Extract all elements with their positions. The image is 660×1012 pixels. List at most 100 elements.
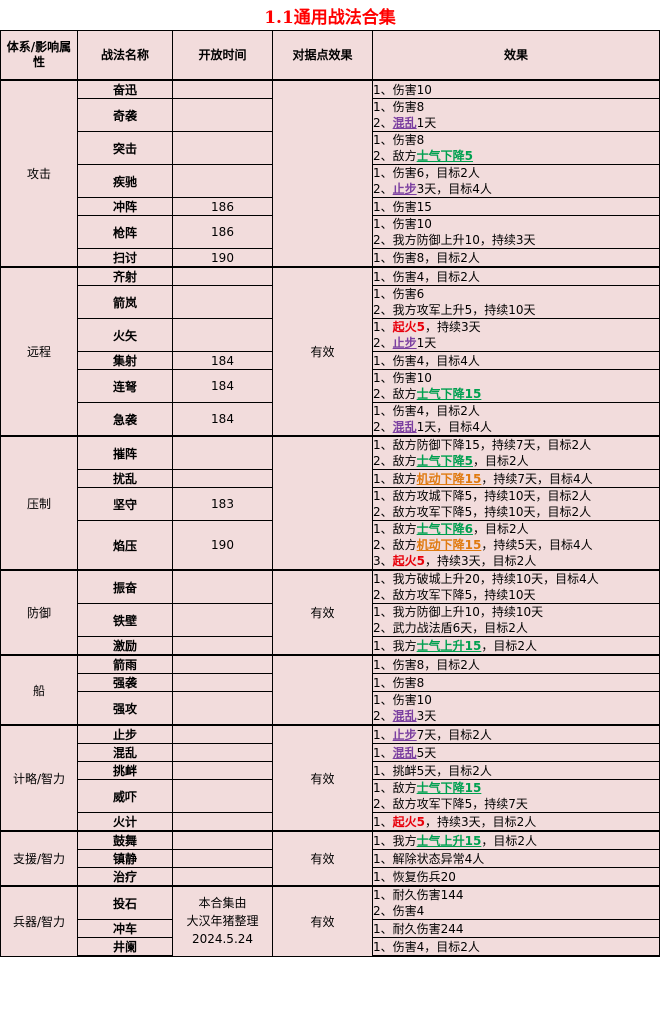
cell-open-time: [172, 867, 273, 887]
effect-line: 2、我方防御上升10，持续3天: [373, 233, 536, 247]
cell-system-7: 兵器/智力: [0, 885, 78, 957]
effect-line: 1、混乱5天: [373, 745, 437, 760]
effect-line: 1、敌方机动下降15，持续7天，目标4人: [373, 471, 593, 486]
cell-tactic-name: 镇静: [77, 849, 173, 868]
table-body: 攻击 奋迅 1、伤害10 奇袭 1、伤害8 2、混乱1天突击 1、伤害8 2、敌方士气下降5 疾…: [0, 79, 660, 957]
effect-line: 1、伤害8: [373, 133, 425, 147]
cell-tactic-name: 奇袭: [77, 98, 173, 132]
table-row: 挑衅 1、挑衅5天，目标2人: [1, 761, 660, 780]
table-row: 强攻 1、伤害10 2、混乱3天: [1, 691, 660, 726]
cell-effect: 1、伤害8 2、混乱1天: [372, 98, 660, 132]
cell-open-time: 190: [172, 520, 273, 571]
effect-line: 2、混乱1天: [373, 116, 437, 130]
cell-tactic-name: 火计: [77, 812, 173, 832]
cell-tactic-name: 威吓: [77, 779, 173, 813]
cell-tactic-name: 治疗: [77, 867, 173, 887]
cell-open-time: [172, 569, 273, 604]
page-title: 1.1通用战法合集: [264, 7, 396, 28]
effect-line: 3、起火5，持续3天，目标2人: [373, 554, 537, 568]
effect-line: 1、我方防御上升10，持续10天: [373, 605, 544, 619]
cell-tactic-name: 井阑: [77, 937, 173, 957]
effect-line: 1、起火5，持续3天，目标2人: [373, 814, 537, 829]
cell-open-time: [172, 603, 273, 637]
cell-open-time: [172, 435, 273, 470]
effect-line: 1、我方士气上升15，目标2人: [373, 638, 537, 653]
cell-point-effect-6: 有效: [272, 830, 373, 887]
cell-tactic-name: 突击: [77, 131, 173, 165]
effect-line: 2、混乱1天，目标4人: [373, 420, 492, 434]
cell-tactic-name: 铁壁: [77, 603, 173, 637]
effect-line: 1、我方破城上升20，持续10天，目标4人: [373, 572, 599, 586]
cell-tactic-name: 连弩: [77, 369, 173, 403]
table-row: 火矢 1、起火5，持续3天 2、止步1天: [1, 318, 660, 352]
battle-tactics-table: 体系/影响属性 战法名称 开放时间 对据点效果 效果 攻击 奋迅 1、伤害10 奇袭 1…: [0, 30, 660, 957]
table-row: 攻击 奋迅 1、伤害10: [0, 79, 660, 268]
cell-effect: 1、伤害4，目标2人: [372, 266, 660, 286]
cell-open-time: 184: [172, 369, 273, 403]
table-row: 防御 振奋 有效 1、我方破城上升20，持续10天，目标4人 2、敌方攻军下降5，持续1…: [0, 569, 660, 656]
effect-line: 2、敌方士气下降5: [373, 149, 473, 163]
column-header-system: 体系/影响属性: [0, 30, 78, 81]
cell-open-time: [172, 98, 273, 132]
effect-line: 2、敌方攻军下降5，持续7天: [373, 797, 528, 811]
cell-open-time: [172, 673, 273, 692]
effect-line: 1、伤害8，目标2人: [373, 657, 480, 672]
effect-line: 2、敌方攻军下降5，持续10天: [373, 588, 536, 602]
cell-tactic-name: 摧阵: [77, 435, 173, 470]
effect-line: 2、止步3天，目标4人: [373, 182, 492, 196]
cell-effect: 1、解除状态异常4人: [372, 849, 660, 868]
cell-open-time: [172, 691, 273, 726]
effect-keyword: 混乱: [392, 116, 417, 130]
cell-tactic-name: 冲车: [77, 919, 173, 938]
cell-open-time: 186: [172, 215, 273, 249]
table-header-row: 体系/影响属性 战法名称 开放时间 对据点效果 效果: [0, 30, 660, 81]
cell-open-time: [172, 318, 273, 352]
cell-effect: 1、止步7天，目标2人: [372, 724, 660, 744]
cell-open-time: [172, 469, 273, 488]
column-header-effect: 效果: [372, 30, 660, 81]
cell-tactic-name: 疾驰: [77, 164, 173, 198]
effect-line: 1、敌方士气下降6，目标2人: [373, 522, 529, 536]
table-row: 镇静 1、解除状态异常4人: [1, 849, 660, 868]
effect-line: 1、恢复伤兵20: [373, 869, 456, 884]
effect-keyword: 混乱: [392, 709, 417, 723]
effect-line: 1、伤害10: [373, 82, 432, 97]
effect-keyword: 士气下降6: [416, 522, 473, 536]
cell-effect: 1、我方破城上升20，持续10天，目标4人 2、敌方攻军下降5，持续10天: [372, 569, 660, 604]
effect-line: 1、敌方攻城下降5，持续10天，目标2人: [373, 489, 592, 503]
cell-open-time: [172, 812, 273, 832]
cell-open-time: [172, 779, 273, 813]
cell-open-time: 186: [172, 197, 273, 216]
cell-effect: 1、起火5，持续3天，目标2人: [372, 812, 660, 832]
cell-system-0: 攻击: [0, 79, 78, 268]
cell-effect: 1、伤害6，目标2人 2、止步3天，目标4人: [372, 164, 660, 198]
effect-keyword: 起火5: [392, 814, 425, 829]
cell-open-time: [172, 266, 273, 286]
effect-line: 1、伤害10: [373, 693, 432, 707]
table-row: 井阑 1、伤害4，目标2人: [1, 937, 660, 957]
cell-effect: 1、伤害4，目标4人: [372, 351, 660, 370]
cell-tactic-name: 坚守: [77, 487, 173, 521]
cell-effect: 1、敌方机动下降15，持续7天，目标4人: [372, 469, 660, 488]
cell-effect: 1、混乱5天: [372, 743, 660, 762]
table-row: 扰乱 1、敌方机动下降15，持续7天，目标4人: [1, 469, 660, 488]
cell-tactic-name: 鼓舞: [77, 830, 173, 850]
cell-tactic-name: 止步: [77, 724, 173, 744]
cell-effect: 1、敌方防御下降15，持续7天，目标2人 2、敌方士气下降5，目标2人: [372, 435, 660, 470]
effect-keyword: 士气上升15: [416, 638, 482, 653]
effect-keyword: 混乱: [392, 420, 417, 434]
effect-line: 2、止步1天: [373, 336, 437, 350]
cell-system-1: 远程: [0, 266, 78, 437]
effect-keyword: 士气上升15: [416, 833, 482, 848]
table-row: 激励 1、我方士气上升15，目标2人: [1, 636, 660, 656]
cell-tactic-name: 强袭: [77, 673, 173, 692]
cell-open-time: 183: [172, 487, 273, 521]
cell-open-time: [172, 654, 273, 674]
cell-open-time: [172, 636, 273, 656]
effect-line: 1、止步7天，目标2人: [373, 727, 492, 742]
cell-tactic-name: 焰压: [77, 520, 173, 571]
effect-keyword: 起火5: [392, 554, 425, 568]
effect-line: 1、伤害4，目标2人: [373, 404, 480, 418]
cell-open-time: [172, 830, 273, 850]
